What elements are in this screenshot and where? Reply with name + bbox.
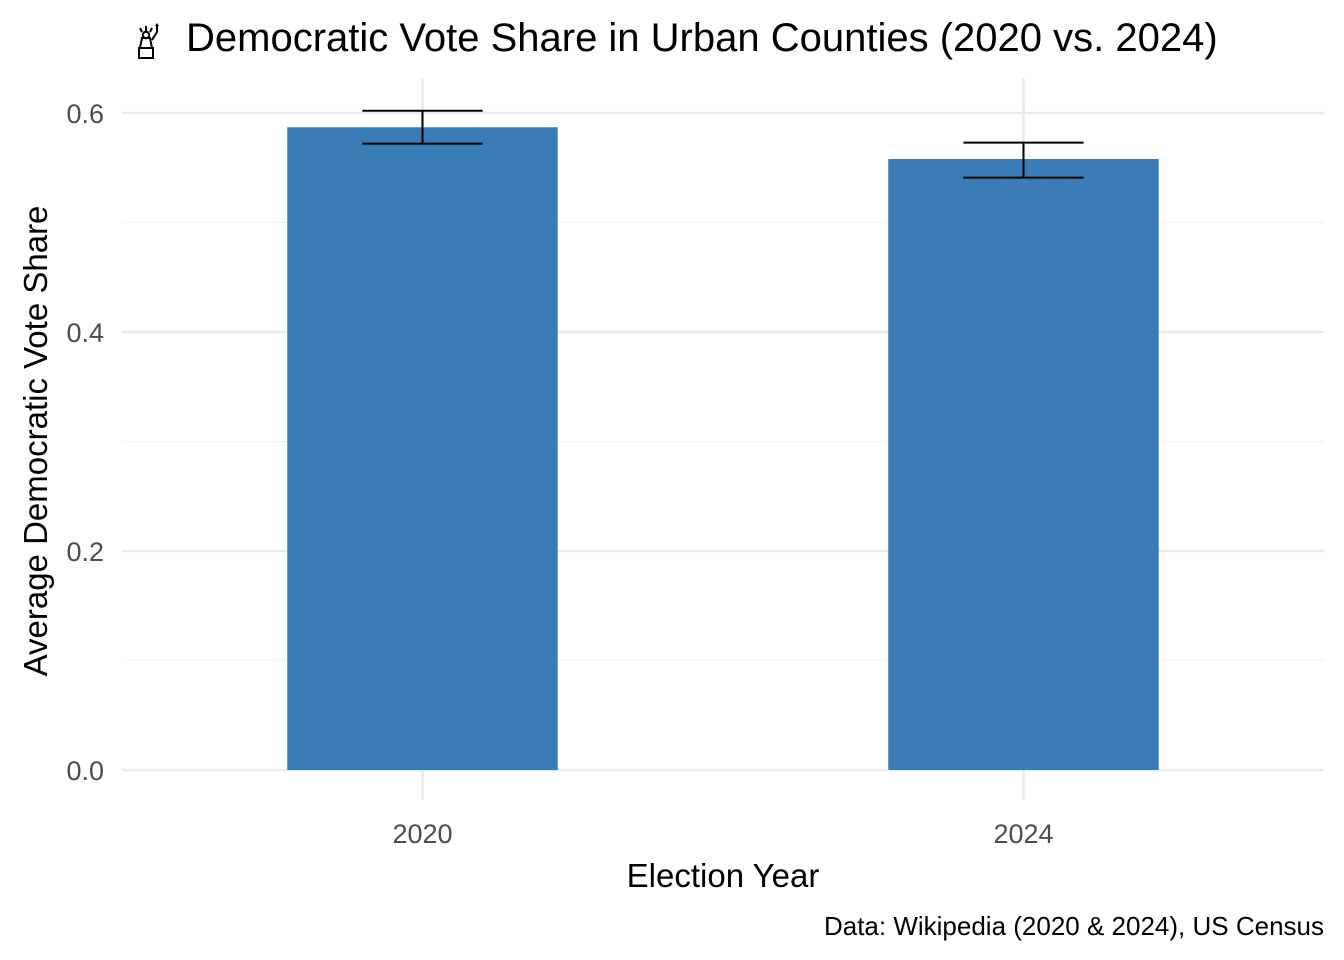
bar-2024 bbox=[888, 158, 1159, 771]
y-tick-label: 0.2 bbox=[66, 537, 104, 567]
error-bar-2024 bbox=[963, 141, 1084, 179]
bar-2020 bbox=[287, 127, 558, 771]
x-tick-label: 2024 bbox=[993, 819, 1053, 849]
y-tick-label: 0.0 bbox=[66, 756, 104, 786]
y-tick-label: 0.6 bbox=[66, 99, 104, 129]
y-axis-ticks: 0.0 0.2 0.4 0.6 bbox=[66, 99, 104, 786]
chart-caption: Data: Wikipedia (2020 & 2024), US Census bbox=[824, 911, 1324, 941]
x-axis-title: Election Year bbox=[627, 857, 820, 894]
x-tick-label: 2020 bbox=[392, 819, 452, 849]
error-bars bbox=[362, 109, 1084, 179]
bars bbox=[287, 127, 1159, 771]
title-icon bbox=[138, 23, 159, 59]
y-tick-label: 0.4 bbox=[66, 318, 104, 348]
chart-title: Democratic Vote Share in Urban Counties … bbox=[186, 16, 1218, 60]
error-bar-2020 bbox=[362, 109, 483, 145]
x-axis-ticks: 2020 2024 bbox=[392, 819, 1053, 849]
y-axis-title: Average Democratic Vote Share bbox=[17, 206, 54, 677]
